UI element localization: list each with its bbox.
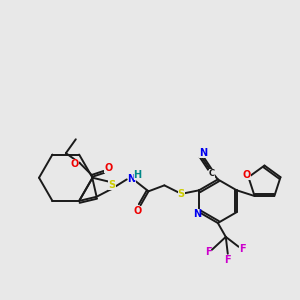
Text: H: H: [134, 170, 142, 181]
Text: O: O: [242, 170, 250, 180]
Text: N: N: [199, 148, 207, 158]
Text: O: O: [71, 159, 79, 169]
Text: F: F: [239, 244, 246, 254]
Text: F: F: [205, 247, 211, 257]
Text: N: N: [128, 174, 136, 184]
Text: S: S: [178, 189, 185, 199]
Text: F: F: [224, 255, 231, 265]
Text: O: O: [104, 163, 112, 173]
Text: O: O: [134, 206, 142, 216]
Text: N: N: [193, 209, 201, 219]
Text: S: S: [108, 180, 116, 190]
Text: C: C: [209, 169, 215, 178]
